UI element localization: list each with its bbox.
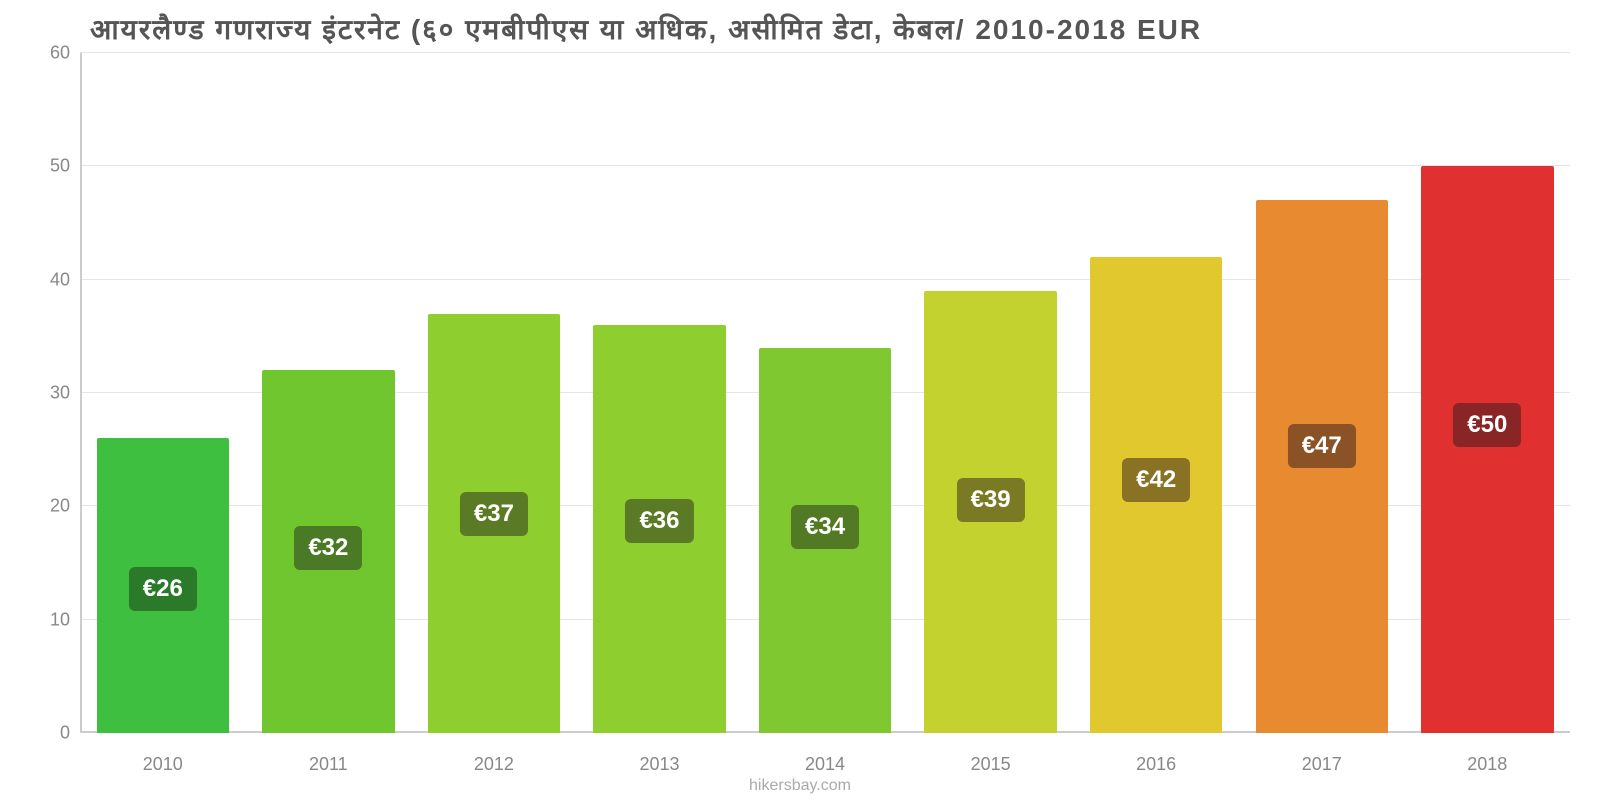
y-tick: 60 [50, 43, 70, 64]
bar-wrapper: €26 [80, 53, 246, 733]
x-tick-label: 2017 [1239, 754, 1405, 775]
x-tick-label: 2010 [80, 754, 246, 775]
bar-value-label: €26 [129, 567, 197, 611]
y-tick: 20 [50, 496, 70, 517]
chart-container: आयरलैण्ड गणराज्य इंटरनेट (६० एमबीपीएस या… [0, 0, 1600, 800]
x-tick-label: 2015 [908, 754, 1074, 775]
bar-value-label: €32 [294, 526, 362, 570]
x-tick-label: 2016 [1073, 754, 1239, 775]
bar-wrapper: €37 [411, 53, 577, 733]
bar-wrapper: €34 [742, 53, 908, 733]
chart-title: आयरलैण्ड गणराज्य इंटरनेट (६० एमबीपीएस या… [80, 10, 1570, 48]
x-tick-label: 2014 [742, 754, 908, 775]
bar-wrapper: €47 [1239, 53, 1405, 733]
y-tick: 50 [50, 156, 70, 177]
bar-value-label: €42 [1122, 458, 1190, 502]
bar [1421, 166, 1553, 733]
x-tick-label: 2011 [246, 754, 412, 775]
x-tick-label: 2012 [411, 754, 577, 775]
bar-value-label: €47 [1288, 424, 1356, 468]
bar-wrapper: €39 [908, 53, 1074, 733]
watermark: hikersbay.com [749, 777, 851, 795]
bar-value-label: €37 [460, 492, 528, 536]
bar-wrapper: €50 [1405, 53, 1571, 733]
bar-wrapper: €42 [1073, 53, 1239, 733]
y-tick: 0 [60, 723, 70, 744]
y-tick: 10 [50, 609, 70, 630]
x-tick-label: 2018 [1405, 754, 1571, 775]
bar-value-label: €50 [1453, 403, 1521, 447]
y-axis: 0102030405060 [30, 53, 80, 733]
bars-group: €26 €32 €37 €36 €34 €39 €42 €47 €50 [80, 53, 1570, 733]
y-tick: 40 [50, 269, 70, 290]
y-tick: 30 [50, 383, 70, 404]
bar-wrapper: €36 [577, 53, 743, 733]
bar-value-label: €34 [791, 505, 859, 549]
bar-value-label: €36 [625, 499, 693, 543]
plot-area: 0102030405060 €26€32€37€36€34€39€42€47€5… [80, 53, 1570, 733]
x-tick-label: 2013 [577, 754, 743, 775]
x-axis-labels: 201020112012201320142015201620172018 [80, 754, 1570, 775]
bar-wrapper: €32 [246, 53, 412, 733]
bar-value-label: €39 [957, 478, 1025, 522]
